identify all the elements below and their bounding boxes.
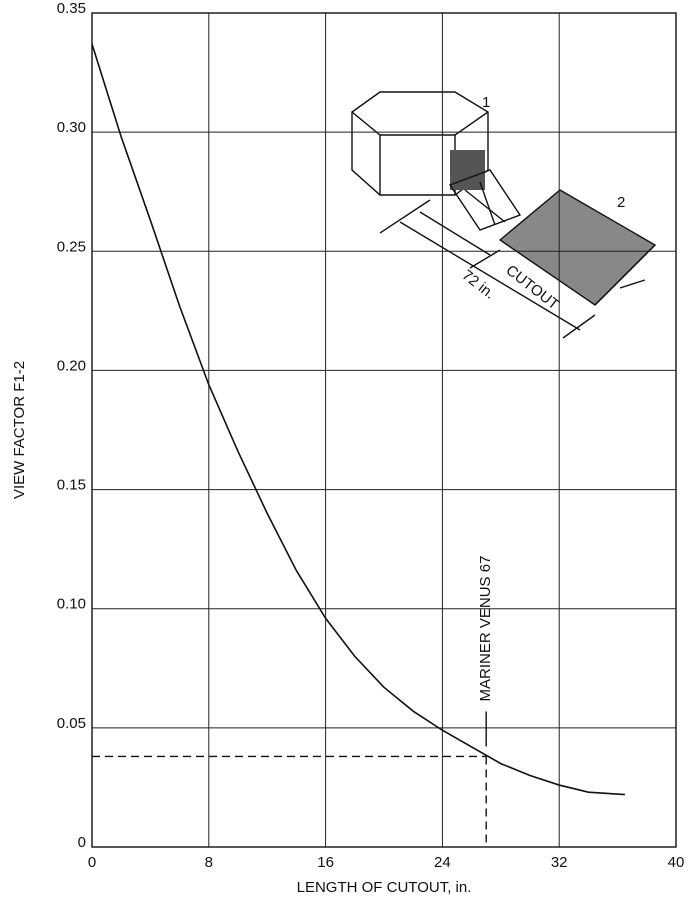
curve <box>91 43 625 796</box>
y-tick-label: 0.25 <box>57 238 86 255</box>
x-tick-label: 0 <box>88 854 96 871</box>
reference-label: MARINER VENUS 67 <box>477 556 494 702</box>
dim-72 <box>399 221 581 331</box>
boom-truss <box>464 189 506 223</box>
y-tick-label: 0 <box>78 834 86 851</box>
plot-frame <box>91 12 677 848</box>
octagon-edge <box>351 111 489 136</box>
magnetometer <box>619 279 646 289</box>
y-tick-label: 0.30 <box>57 119 86 136</box>
inset-illustration: 1 2 72 in. CUTOUT <box>351 91 657 339</box>
x-tick-label: 8 <box>205 854 213 871</box>
x-axis-label: LENGTH OF CUTOUT, in. <box>297 879 472 896</box>
boom-truss <box>479 181 496 226</box>
y-axis-label: VIEW FACTOR F1-2 <box>11 361 28 499</box>
x-tick-label: 16 <box>317 854 334 871</box>
x-tick-label: 40 <box>668 854 685 871</box>
dim-tick <box>562 314 596 339</box>
dim-cutout <box>419 211 491 256</box>
y-tick-label: 0.10 <box>57 596 86 613</box>
boom <box>448 169 522 231</box>
y-tick-label: 0.35 <box>57 0 86 17</box>
panel-1 <box>450 150 485 190</box>
inset-label: 2 <box>617 194 625 211</box>
x-tick-label: 24 <box>434 854 451 871</box>
x-tick-label: 32 <box>551 854 568 871</box>
inset-label: 1 <box>482 94 490 111</box>
inset-label: 72 in. <box>459 267 498 303</box>
y-tick-label: 0.15 <box>57 477 86 494</box>
panel-edge <box>594 244 656 306</box>
y-tick-label: 0.05 <box>57 715 86 732</box>
dim-tick <box>469 249 501 269</box>
y-tick-label: 0.20 <box>57 357 86 374</box>
dim-tick <box>379 199 431 234</box>
